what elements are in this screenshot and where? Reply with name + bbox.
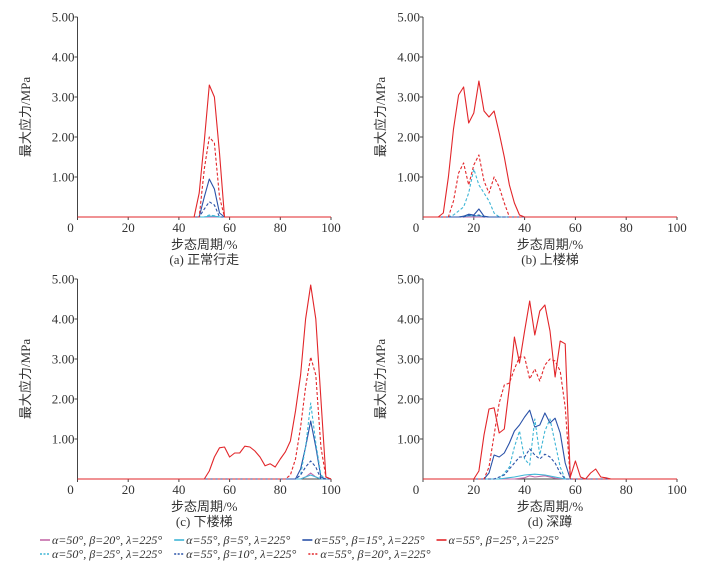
x-tick-label: 40	[172, 220, 185, 235]
y-tick-label: 5.00	[52, 272, 75, 287]
legend-item: α=55°, β=15°, λ=225°	[302, 533, 425, 547]
x-tick-label: 0	[413, 220, 420, 235]
x-tick-label: 40	[172, 482, 185, 497]
y-axis-label: 最大应力/MPa	[18, 339, 33, 419]
y-tick-label: 3.00	[52, 352, 75, 367]
x-tick-label: 80	[274, 220, 287, 235]
x-tick-label: 80	[274, 482, 287, 497]
legend-item: α=55°, β=25°, λ=225°	[436, 533, 559, 547]
x-axis-label: 步态周期/%	[171, 499, 238, 514]
x-tick-label: 20	[122, 482, 135, 497]
y-tick-label: 3.00	[397, 352, 420, 367]
series-line-a55b15	[423, 409, 677, 480]
legend-label: α=55°, β=20°, λ=225°	[320, 547, 430, 561]
x-tick-label: 100	[321, 220, 341, 235]
series-line-a55b15	[423, 208, 677, 218]
series-line-a55b25	[77, 284, 332, 480]
legend-label: α=55°, β=10°, λ=225°	[186, 547, 296, 561]
series-line-a50b25	[423, 418, 677, 480]
subplot-c: 1.00 2.00 3.00 4.00 5.00 0 20 40 60 80 100 步态周期/% 最大…	[18, 272, 341, 530]
x-axis-label: 步态周期/%	[517, 237, 584, 252]
x-tick-label: 40	[518, 482, 531, 497]
y-axis-label: 最大应力/MPa	[373, 77, 388, 157]
series-line-a55b5	[423, 473, 677, 480]
y-tick-label: 5.00	[52, 10, 75, 25]
y-tick-label: 1.00	[397, 170, 420, 185]
series-line-a50b25	[423, 168, 677, 218]
series-line-a55b20	[423, 356, 677, 480]
x-tick-label: 100	[321, 482, 341, 497]
legend-label: α=55°, β=5°, λ=225°	[186, 533, 290, 547]
x-tick-label: 20	[122, 220, 135, 235]
y-axis-label: 最大应力/MPa	[373, 339, 388, 419]
y-tick-label: 1.00	[52, 170, 75, 185]
subplot-b: 1.00 2.00 3.00 4.00 5.00 0 20 40 60 80 100 步态周期/% 最大…	[373, 10, 687, 268]
subplot-caption: (d) 深蹲	[528, 514, 572, 529]
legend-item: α=55°, β=20°, λ=225°	[308, 547, 431, 561]
series-line-a55b20	[77, 136, 331, 218]
x-tick-label: 20	[467, 220, 480, 235]
subplot-caption: (a) 正常行走	[169, 252, 239, 267]
legend-item: α=50°, β=20°, λ=225°	[40, 533, 162, 547]
x-tick-label: 60	[569, 482, 582, 497]
y-tick-label: 4.00	[52, 312, 75, 327]
legend-label: α=50°, β=20°, λ=225°	[52, 533, 162, 547]
series-line-a55b15	[77, 178, 331, 218]
subplot-a: 1.00 2.00 3.00 4.00 5.00 0 20 40 60 80 100 步态周期/% 最大…	[18, 10, 341, 268]
series-line-a55b15	[77, 420, 331, 480]
subplot-caption: (c) 下楼梯	[176, 514, 233, 529]
y-axis-label: 最大应力/MPa	[18, 77, 33, 157]
x-tick-label: 80	[620, 482, 633, 497]
x-axis-label: 步态周期/%	[171, 237, 238, 252]
legend-item: α=55°, β=5°, λ=225°	[174, 533, 291, 547]
y-tick-label: 2.00	[52, 392, 75, 407]
x-tick-label: 0	[67, 482, 74, 497]
series-line-a55b10	[77, 201, 331, 218]
y-tick-label: 2.00	[52, 130, 75, 145]
subplot-caption: (b) 上楼梯	[521, 252, 578, 267]
legend-item: α=55°, β=10°, λ=225°	[174, 547, 297, 561]
y-tick-label: 4.00	[397, 50, 420, 65]
x-tick-label: 60	[569, 220, 582, 235]
y-tick-label: 4.00	[52, 50, 75, 65]
y-tick-label: 5.00	[397, 10, 420, 25]
subplot-d: 1.00 2.00 3.00 4.00 5.00 0 20 40 60 80 100 步态周期/% 最大…	[373, 272, 687, 530]
legend-label: α=55°, β=15°, λ=225°	[314, 533, 424, 547]
x-tick-label: 0	[413, 482, 420, 497]
series-line-a55b20	[77, 356, 332, 480]
series-line-a55b25	[423, 300, 677, 480]
x-tick-label: 100	[667, 482, 687, 497]
legend-label: α=50°, β=25°, λ=225°	[52, 547, 162, 561]
y-tick-label: 4.00	[397, 312, 420, 327]
y-tick-label: 5.00	[397, 272, 420, 287]
x-tick-label: 0	[67, 220, 74, 235]
y-tick-label: 2.00	[397, 130, 420, 145]
series-line-a55b25	[77, 84, 331, 218]
series-line-a55b10	[423, 214, 677, 218]
x-tick-label: 60	[223, 482, 236, 497]
series-line-a55b25	[423, 80, 677, 218]
y-tick-label: 2.00	[397, 392, 420, 407]
x-tick-label: 100	[667, 220, 687, 235]
x-axis-label: 步态周期/%	[517, 499, 584, 514]
y-tick-label: 1.00	[397, 432, 420, 447]
x-tick-label: 60	[223, 220, 236, 235]
y-tick-label: 3.00	[397, 90, 420, 105]
series-line-a55b20	[423, 154, 677, 218]
x-tick-label: 20	[467, 482, 480, 497]
y-tick-label: 3.00	[52, 90, 75, 105]
legend-item: α=50°, β=25°, λ=225°	[40, 547, 162, 561]
x-tick-label: 40	[518, 220, 531, 235]
series-line-a55b10	[423, 448, 677, 480]
legend-label: α=55°, β=25°, λ=225°	[449, 533, 559, 547]
y-tick-label: 1.00	[52, 432, 75, 447]
series-line-a55b10	[77, 460, 331, 480]
x-tick-label: 80	[620, 220, 633, 235]
